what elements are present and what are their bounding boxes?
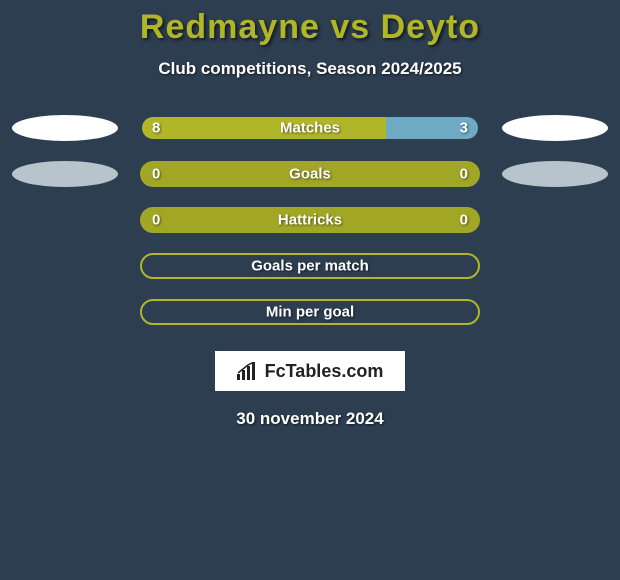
stat-bar: Goals 0 0 bbox=[140, 161, 480, 187]
date-text: 30 november 2024 bbox=[0, 409, 620, 429]
stat-label: Goals per match bbox=[251, 258, 369, 275]
player-right-marker bbox=[502, 161, 608, 187]
player-left-marker bbox=[12, 161, 118, 187]
branding-badge: FcTables.com bbox=[215, 351, 406, 391]
stat-label: Matches bbox=[280, 120, 340, 137]
bar-chart-icon bbox=[237, 362, 259, 380]
player-left-marker bbox=[12, 207, 118, 233]
stat-bar: Min per goal bbox=[140, 299, 480, 325]
stat-right-value: 0 bbox=[460, 212, 468, 229]
stat-right-value: 3 bbox=[460, 120, 468, 137]
subtitle: Club competitions, Season 2024/2025 bbox=[0, 59, 620, 79]
stat-bar-left-segment bbox=[142, 117, 386, 139]
stat-label: Hattricks bbox=[278, 212, 342, 229]
stat-bar: Goals per match bbox=[140, 253, 480, 279]
page-title: Redmayne vs Deyto bbox=[0, 8, 620, 47]
stat-bar: Matches 8 3 bbox=[140, 115, 480, 141]
title-right: Deyto bbox=[381, 8, 480, 46]
stat-right-value: 0 bbox=[460, 166, 468, 183]
stat-rows: Matches 8 3 Goals 0 0 Hattricks 0 0 Goals per mat… bbox=[0, 115, 620, 325]
stat-left-value: 8 bbox=[152, 120, 160, 137]
stat-row: Matches 8 3 bbox=[0, 115, 620, 141]
stat-row: Hattricks 0 0 bbox=[0, 207, 620, 233]
stat-left-value: 0 bbox=[152, 212, 160, 229]
player-right-marker bbox=[502, 299, 608, 325]
title-left: Redmayne bbox=[140, 8, 320, 46]
stat-left-value: 0 bbox=[152, 166, 160, 183]
stat-label: Goals bbox=[289, 166, 331, 183]
player-left-marker bbox=[12, 299, 118, 325]
stat-label: Min per goal bbox=[266, 304, 354, 321]
player-left-marker bbox=[12, 253, 118, 279]
branding-text: FcTables.com bbox=[265, 361, 384, 382]
player-right-marker bbox=[502, 115, 608, 141]
title-vs: vs bbox=[330, 8, 370, 46]
comparison-card: Redmayne vs Deyto Club competitions, Sea… bbox=[0, 0, 620, 429]
player-right-marker bbox=[502, 253, 608, 279]
player-left-marker bbox=[12, 115, 118, 141]
stat-bar: Hattricks 0 0 bbox=[140, 207, 480, 233]
stat-row: Goals 0 0 bbox=[0, 161, 620, 187]
stat-row: Goals per match bbox=[0, 253, 620, 279]
player-right-marker bbox=[502, 207, 608, 233]
stat-row: Min per goal bbox=[0, 299, 620, 325]
